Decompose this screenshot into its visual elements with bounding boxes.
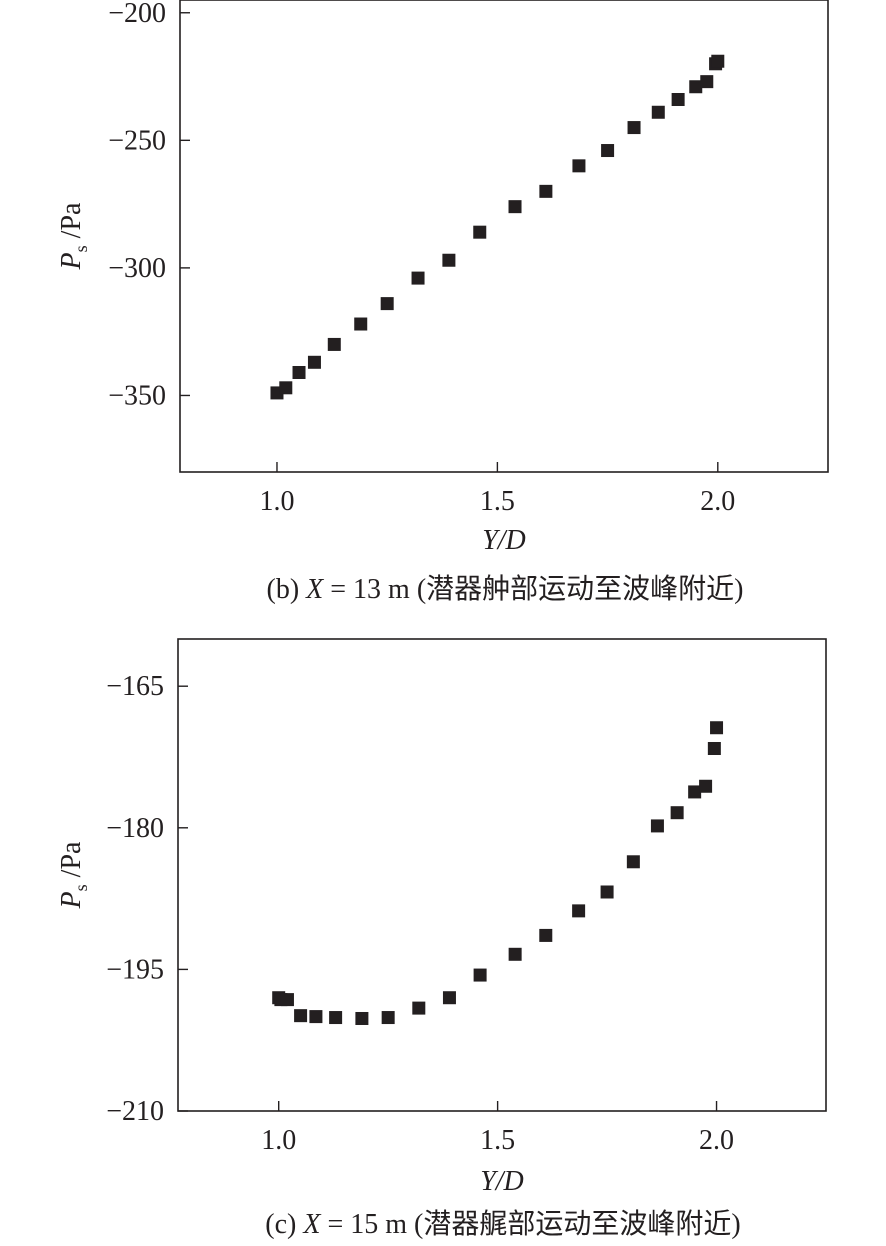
data-point <box>508 200 522 214</box>
data-point <box>711 54 725 68</box>
plot-area: −200 −250 −300 −350 1.0 1.5 2.0 <box>108 0 829 517</box>
data-point <box>710 721 724 735</box>
y-axis-title-main: P <box>56 252 87 270</box>
caption: (c) X = 15 m (潜器艉部运动至波峰附近) <box>265 1208 740 1240</box>
y-tick-label: −200 <box>108 0 166 29</box>
y-axis-title-sub: s <box>71 884 91 891</box>
data-point <box>380 297 394 311</box>
data-markers <box>272 721 724 1025</box>
y-tick-label: −300 <box>108 253 166 284</box>
y-tick-label: −250 <box>108 125 166 156</box>
data-point <box>442 253 456 267</box>
data-point <box>294 1009 308 1023</box>
data-point <box>473 968 487 982</box>
data-point <box>327 337 341 351</box>
data-point <box>650 819 664 833</box>
caption-prefix: (b) <box>267 574 307 605</box>
data-point <box>539 928 553 942</box>
y-ticks: −200 −250 −300 −350 <box>108 0 190 411</box>
plot-area: −165 −180 −195 −210 1.0 1.5 2.0 <box>106 638 827 1156</box>
y-axis-title-main: P <box>56 891 87 909</box>
x-axis-title: Y/D <box>480 1166 524 1197</box>
data-point <box>688 785 702 799</box>
data-point <box>651 105 665 119</box>
chart-c: −165 −180 −195 −210 1.0 1.5 2.0 Y/D Ps /Pa (c… <box>56 638 827 1240</box>
data-point <box>572 159 586 173</box>
data-point <box>689 80 703 94</box>
data-point <box>600 885 614 899</box>
y-axis-title: Ps /Pa <box>56 202 91 270</box>
plot-frame <box>179 0 829 473</box>
x-axis-title: Y/D <box>482 525 526 556</box>
data-point <box>279 381 293 395</box>
y-tick-label: −195 <box>106 954 164 985</box>
data-point <box>707 742 721 756</box>
x-tick-label: 1.5 <box>480 486 515 517</box>
data-point <box>627 121 641 135</box>
caption: (b) X = 13 m (潜器舯部运动至波峰附近) <box>267 573 744 605</box>
data-point <box>473 225 487 239</box>
x-ticks: 1.0 1.5 2.0 <box>261 1101 734 1156</box>
caption-variable: X <box>302 1209 321 1240</box>
chart-b: −200 −250 −300 −350 1.0 1.5 2.0 Y/D Ps /Pa (b… <box>56 0 829 605</box>
data-markers <box>270 54 725 400</box>
caption-rest: = 13 m (潜器舯部运动至波峰附近) <box>323 573 743 605</box>
y-tick-label: −210 <box>106 1096 164 1127</box>
data-point <box>670 806 684 820</box>
data-point <box>309 1010 323 1024</box>
y-tick-label: −180 <box>106 813 164 844</box>
data-point <box>539 184 553 198</box>
data-point <box>381 1011 395 1025</box>
data-point <box>412 1001 426 1015</box>
data-point <box>671 93 685 107</box>
y-ticks: −165 −180 −195 −210 <box>106 671 188 1127</box>
data-point <box>329 1011 343 1025</box>
x-tick-label: 1.0 <box>261 1125 296 1156</box>
x-tick-label: 1.5 <box>480 1125 515 1156</box>
x-tick-label: 1.0 <box>259 486 294 517</box>
y-axis-title: Ps /Pa <box>56 841 91 909</box>
data-point <box>355 1011 369 1025</box>
data-point <box>307 355 321 369</box>
data-point <box>411 271 425 285</box>
y-tick-label: −165 <box>106 671 164 702</box>
caption-prefix: (c) <box>265 1209 303 1240</box>
plot-frame <box>177 638 827 1112</box>
caption-rest: = 15 m (潜器艉部运动至波峰附近) <box>320 1208 740 1240</box>
x-ticks: 1.0 1.5 2.0 <box>259 462 735 517</box>
data-point <box>292 365 306 379</box>
data-point <box>442 991 456 1005</box>
data-point <box>700 75 714 89</box>
data-point <box>626 855 640 869</box>
y-axis-title-sub: s <box>71 245 91 252</box>
data-point <box>699 779 713 793</box>
y-tick-label: −350 <box>108 380 166 411</box>
y-axis-title-unit: /Pa <box>56 202 87 245</box>
data-point <box>572 904 586 918</box>
x-tick-label: 2.0 <box>699 1125 734 1156</box>
y-axis-title-unit: /Pa <box>56 841 87 884</box>
data-point <box>354 317 368 331</box>
caption-variable: X <box>305 574 324 605</box>
x-tick-label: 2.0 <box>700 486 735 517</box>
data-point <box>508 947 522 961</box>
data-point <box>601 144 615 158</box>
data-point <box>280 993 294 1007</box>
